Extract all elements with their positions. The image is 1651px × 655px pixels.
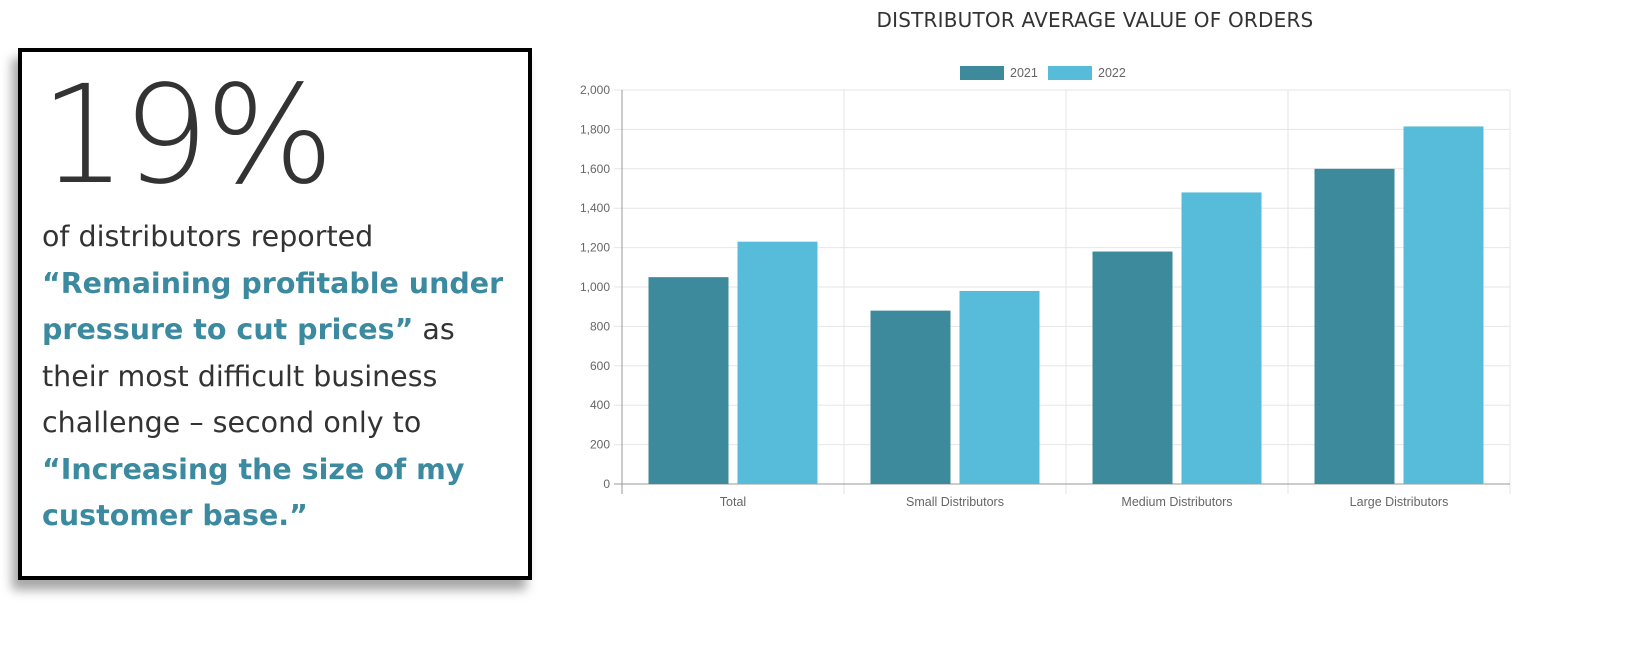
- legend-label: 2022: [1098, 66, 1126, 80]
- stat-line1: of distributors reported: [42, 220, 374, 253]
- y-tick-label: 400: [590, 398, 610, 412]
- chart-title: DISTRIBUTOR AVERAGE VALUE OF ORDERS: [876, 8, 1314, 32]
- stat-highlight-2: “Increasing the size of my customer base…: [42, 452, 465, 533]
- bar-2021: [1314, 168, 1395, 485]
- stat-description: of distributors reported “Remaining prof…: [42, 214, 522, 540]
- bar-2022: [737, 241, 818, 484]
- y-tick-label: 2,000: [580, 83, 610, 97]
- legend-label: 2021: [1010, 66, 1038, 80]
- bar-2021: [648, 277, 729, 484]
- x-tick-label: Medium Distributors: [1121, 495, 1232, 509]
- x-tick-label: Large Distributors: [1350, 495, 1449, 509]
- stat-middle-text: as their most difficult business challen…: [42, 313, 455, 439]
- bar-2022: [1403, 126, 1484, 484]
- bar-2021: [1092, 251, 1173, 484]
- stat-card: 19% of distributors reported “Remaining …: [18, 48, 532, 580]
- y-tick-label: 1,000: [580, 280, 610, 294]
- bar-chart: 0 200 400 600 800 1,000 1,200 1,400 1,600 1,800 2,…: [580, 66, 1511, 509]
- y-tick-label: 1,200: [580, 241, 610, 255]
- x-tick-label: Small Distributors: [906, 495, 1004, 509]
- y-tick-label: 1,800: [580, 122, 610, 136]
- y-tick-label: 800: [590, 319, 610, 333]
- y-tick-label: 0: [603, 477, 610, 491]
- y-tick-label: 200: [590, 438, 610, 452]
- legend-swatch-2021: [960, 66, 1004, 80]
- y-tick-label: 1,600: [580, 162, 610, 176]
- x-tick-label: Total: [720, 495, 746, 509]
- stat-value: 19%: [40, 57, 334, 215]
- legend-swatch-2022: [1048, 66, 1092, 80]
- stat-highlight-1: “Remaining profitable under pressure to …: [42, 266, 504, 347]
- y-tick-label: 1,400: [580, 201, 610, 215]
- bar-2022: [959, 290, 1040, 484]
- bar-2021: [870, 310, 951, 484]
- bar-2022: [1181, 192, 1262, 484]
- y-tick-label: 600: [590, 359, 610, 373]
